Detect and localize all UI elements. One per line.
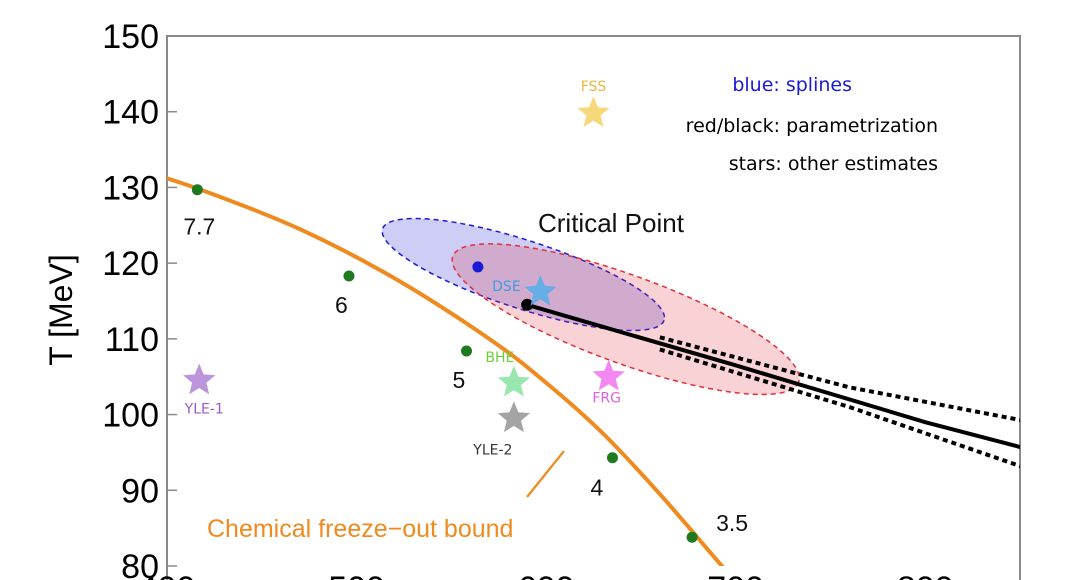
y-axis-title: T [MeV] bbox=[43, 254, 79, 365]
y-tick-label: 140 bbox=[102, 94, 159, 132]
upper-bound-line bbox=[659, 335, 1020, 422]
x-axis: 400 500 600 700 800 bbox=[139, 570, 954, 580]
y-tick-label: 120 bbox=[102, 245, 159, 283]
star-label-frg: FRG bbox=[592, 391, 621, 407]
energy-label: 4 bbox=[590, 475, 603, 501]
freeze-out-point bbox=[343, 270, 355, 282]
plot-frame bbox=[166, 35, 1021, 580]
freeze-out-point bbox=[191, 184, 203, 196]
star-frg bbox=[592, 359, 625, 391]
star-dse bbox=[524, 274, 557, 306]
star-yle-1 bbox=[183, 363, 216, 395]
energy-label: 6 bbox=[335, 292, 348, 318]
freeze-out-points bbox=[191, 184, 698, 543]
freeze-out-curve bbox=[167, 176, 725, 566]
freeze-out-label: Chemical freeze−out bound bbox=[207, 515, 513, 543]
energy-label: 5 bbox=[452, 367, 465, 393]
star-label-fss: FSS bbox=[581, 79, 607, 95]
blue-spline-point bbox=[472, 261, 484, 273]
y-tick-label: 150 bbox=[102, 18, 159, 56]
legend-item-parametrization: red/black: parametrization bbox=[686, 115, 938, 137]
energy-label: 7.7 bbox=[183, 214, 215, 240]
freeze-out-pointer bbox=[526, 450, 565, 498]
star-label-yle-1: YLE-1 bbox=[184, 402, 224, 418]
snn-labels: 7.7 6 5 4 3.5 bbox=[183, 214, 748, 537]
x-tick-label: 800 bbox=[897, 570, 954, 580]
y-tick-label: 90 bbox=[121, 472, 159, 510]
legend-item-stars: stars: other estimates bbox=[729, 153, 938, 175]
energy-label: 3.5 bbox=[716, 510, 748, 536]
freeze-out-point bbox=[686, 531, 698, 543]
star-label-dse: DSE bbox=[492, 279, 521, 295]
freeze-out-point bbox=[460, 345, 472, 357]
y-tick-label: 110 bbox=[105, 321, 159, 359]
central-line bbox=[526, 302, 1020, 450]
red-parametrization-region bbox=[451, 243, 801, 396]
star-fss bbox=[577, 96, 610, 127]
y-tick-label: 80 bbox=[121, 548, 159, 580]
star-bhe bbox=[497, 365, 531, 397]
y-axis: 80 90 100 110 120 130 140 150 bbox=[102, 18, 177, 580]
estimate-stars bbox=[183, 96, 625, 433]
freeze-out-point bbox=[606, 452, 618, 464]
critical-point-label: Critical Point bbox=[538, 208, 685, 238]
star-label-bhe: BHE bbox=[485, 350, 514, 366]
legend: blue: splines red/black: parametrization… bbox=[686, 74, 938, 175]
y-tick-label: 100 bbox=[102, 397, 159, 435]
x-tick-label: 600 bbox=[518, 570, 575, 580]
critical-point-marker bbox=[521, 298, 534, 311]
x-tick-label: 700 bbox=[707, 570, 764, 580]
blue-spline-region bbox=[381, 217, 666, 332]
star-yle-2 bbox=[497, 401, 531, 433]
legend-item-splines: blue: splines bbox=[732, 74, 852, 96]
y-tick-label: 130 bbox=[102, 169, 159, 207]
x-tick-label: 500 bbox=[328, 570, 385, 580]
star-label-yle-2: YLE-2 bbox=[472, 442, 512, 458]
lower-bound-line bbox=[659, 347, 1020, 469]
x-tick-label: 400 bbox=[139, 570, 196, 580]
star-labels: FSS DSE BHE FRG YLE-1 YLE-2 bbox=[184, 79, 621, 458]
parametrization-lines bbox=[521, 298, 1020, 469]
